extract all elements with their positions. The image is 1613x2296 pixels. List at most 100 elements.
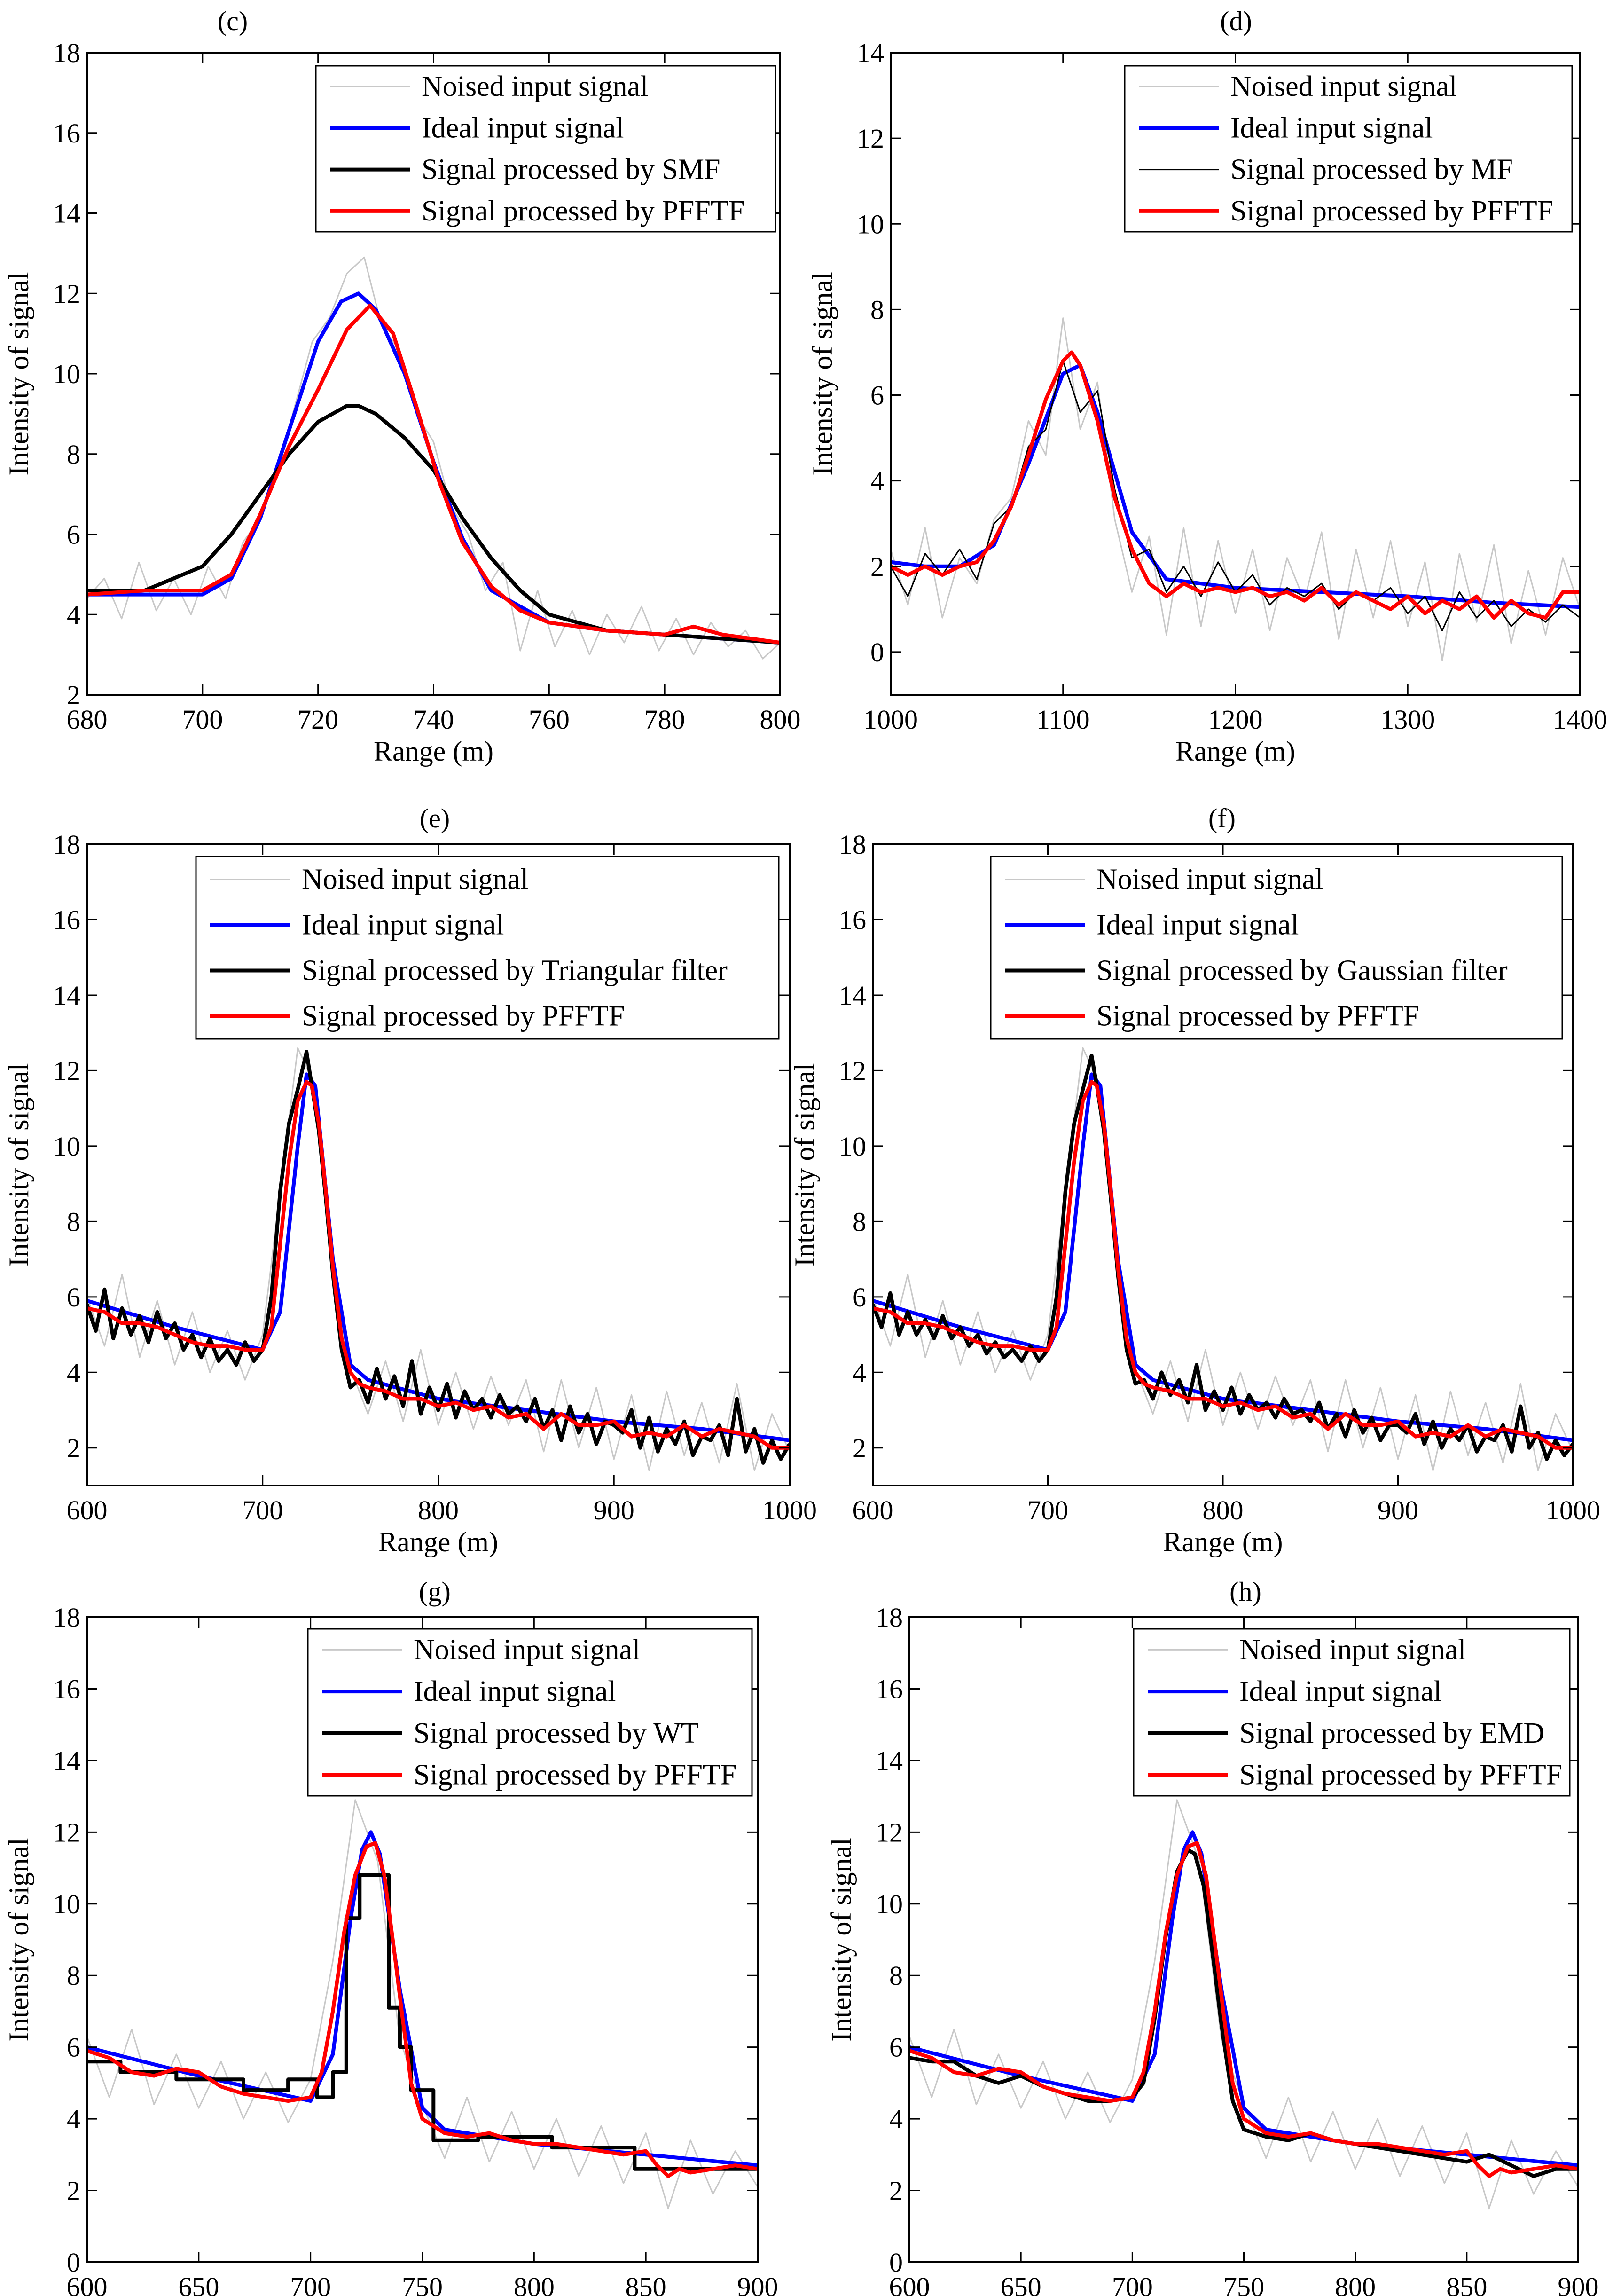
y-tick-label: 6 xyxy=(67,2032,80,2063)
y-tick-label: 12 xyxy=(839,1055,866,1086)
y-tick-label: 12 xyxy=(53,1055,80,1086)
legend-box xyxy=(195,856,780,1040)
series-line-4 xyxy=(909,1841,1578,2178)
x-tick-label: 600 xyxy=(889,2272,930,2296)
y-tick-label: 16 xyxy=(53,1674,80,1704)
legend-label-3: Signal processed by EMD xyxy=(1239,1717,1544,1749)
x-tick-label: 1100 xyxy=(1036,704,1090,735)
chart-panel-c: (c) 680 700 720 740 760 780 800 2 4 6 8 10 12 14 16 18 Ra… xyxy=(3,6,801,767)
y-tick-label: 4 xyxy=(870,466,884,496)
series-group xyxy=(87,1799,758,2210)
panel-label: (c) xyxy=(218,6,248,36)
legend-label-3: Signal processed by WT xyxy=(414,1717,699,1749)
y-tick-label: 14 xyxy=(53,980,80,1011)
legend-label-1: Noised input signal xyxy=(1096,864,1323,896)
legend-box xyxy=(990,856,1563,1040)
series-line-1 xyxy=(87,256,780,660)
x-tick-label: 700 xyxy=(242,1495,283,1525)
y-tick-label: 16 xyxy=(839,904,866,935)
y-tick-label: 6 xyxy=(67,1282,80,1313)
series-line-4 xyxy=(891,350,1580,620)
chart-panel-d: (d) 1000 1100 1200 1300 1400 0 2 4 6 8 10 12 14 Range … xyxy=(807,6,1607,767)
x-tick-label: 600 xyxy=(853,1495,893,1525)
y-tick-label: 18 xyxy=(53,38,80,68)
x-tick-label: 1300 xyxy=(1380,704,1435,735)
y-tick-label: 0 xyxy=(67,2247,80,2278)
x-tick-label: 800 xyxy=(1335,2272,1376,2296)
panel-label: (h) xyxy=(1229,1576,1261,1607)
panel-label: (g) xyxy=(419,1576,451,1607)
x-tick-label: 720 xyxy=(298,704,338,735)
y-tick-label: 12 xyxy=(53,1817,80,1848)
chart-panel-h: (h)600650700750800850900024681012141618R… xyxy=(826,1576,1599,2296)
x-axis-label: Range (m) xyxy=(1163,1526,1283,1557)
y-tick-label: 6 xyxy=(870,380,884,411)
x-tick-label: 700 xyxy=(1112,2272,1153,2296)
y-tick-label: 2 xyxy=(870,551,884,582)
y-tick-label: 10 xyxy=(53,1131,80,1162)
x-tick-label: 900 xyxy=(1558,2272,1599,2296)
x-tick-label: 760 xyxy=(529,704,570,735)
series-line-2 xyxy=(87,1072,790,1442)
x-tick-label: 600 xyxy=(67,2272,108,2296)
y-tick-label: 14 xyxy=(839,980,866,1011)
y-tick-label: 4 xyxy=(889,2104,903,2134)
series-line-4 xyxy=(87,1080,790,1450)
y-tick-label: 18 xyxy=(839,829,866,860)
y-axis-label: Intensity of signal xyxy=(807,272,838,475)
series-line-3 xyxy=(909,1848,1578,2178)
panel-label: (d) xyxy=(1220,6,1252,36)
y-tick-label: 14 xyxy=(53,1746,80,1776)
y-tick-label: 12 xyxy=(876,1817,903,1848)
x-tick-label: 650 xyxy=(1001,2272,1041,2296)
x-tick-label: 850 xyxy=(1446,2272,1487,2296)
y-tick-label: 8 xyxy=(67,1206,80,1237)
legend: Noised input signal Ideal input signal Sig… xyxy=(990,856,1563,1040)
y-tick-label: 18 xyxy=(53,1602,80,1633)
legend: Noised input signal Ideal input signal Sig… xyxy=(1124,65,1573,233)
series-line-3 xyxy=(87,1873,758,2171)
y-tick-label: 16 xyxy=(876,1674,903,1704)
y-tick-label: 2 xyxy=(889,2176,903,2206)
series-line-2 xyxy=(891,363,1580,609)
y-tick-label: 8 xyxy=(67,439,80,470)
x-tick-label: 700 xyxy=(1027,1495,1068,1525)
panel-label: (e) xyxy=(420,803,450,833)
legend-label-4: Signal processed by PFFTF xyxy=(422,195,744,227)
y-tick-label: 8 xyxy=(889,1960,903,1991)
y-tick-label: 4 xyxy=(67,599,80,630)
x-tick-label: 1000 xyxy=(863,704,918,735)
x-tick-label: 650 xyxy=(178,2272,219,2296)
x-tick-label: 900 xyxy=(594,1495,634,1525)
legend-box xyxy=(315,65,776,233)
y-tick-label: 2 xyxy=(67,2176,80,2206)
y-tick-label: 10 xyxy=(53,359,80,389)
legend-label-1: Noised input signal xyxy=(1239,1634,1466,1666)
y-tick-label: 14 xyxy=(876,1746,903,1776)
y-tick-label: 6 xyxy=(853,1282,866,1313)
x-tick-label: 600 xyxy=(67,1495,108,1525)
y-tick-label: 12 xyxy=(857,123,884,154)
legend-label-3: Signal processed by Triangular filter xyxy=(302,955,728,987)
series-line-4 xyxy=(87,1841,758,2178)
legend-label-2: Ideal input signal xyxy=(1239,1675,1441,1707)
y-axis-label: Intensity of signal xyxy=(3,1063,34,1266)
y-tick-label: 10 xyxy=(839,1131,866,1162)
y-tick-label: 2 xyxy=(67,680,80,710)
legend-label-3: Signal processed by Gaussian filter xyxy=(1096,955,1508,987)
legend-label-1: Noised input signal xyxy=(422,71,648,102)
y-tick-label: 10 xyxy=(53,1889,80,1919)
x-tick-label: 1200 xyxy=(1208,704,1263,735)
series-line-1 xyxy=(87,1799,758,2210)
legend-label-2: Ideal input signal xyxy=(414,1675,616,1707)
x-tick-label: 1000 xyxy=(1546,1495,1600,1525)
y-axis-label: Intensity of signal xyxy=(789,1063,820,1266)
legend: Noised input signal Ideal input signal Sig… xyxy=(307,1628,753,1797)
y-tick-label: 2 xyxy=(67,1433,80,1463)
legend-box xyxy=(1133,1628,1571,1797)
legend-label-2: Ideal input signal xyxy=(1096,909,1299,941)
y-tick-label: 4 xyxy=(67,1357,80,1388)
chart-panel-f: (f) 600 700 800 900 1000 2 4 6 8 10 12 14 16 18 Range (… xyxy=(789,803,1600,1557)
series-line-3 xyxy=(87,1050,790,1465)
